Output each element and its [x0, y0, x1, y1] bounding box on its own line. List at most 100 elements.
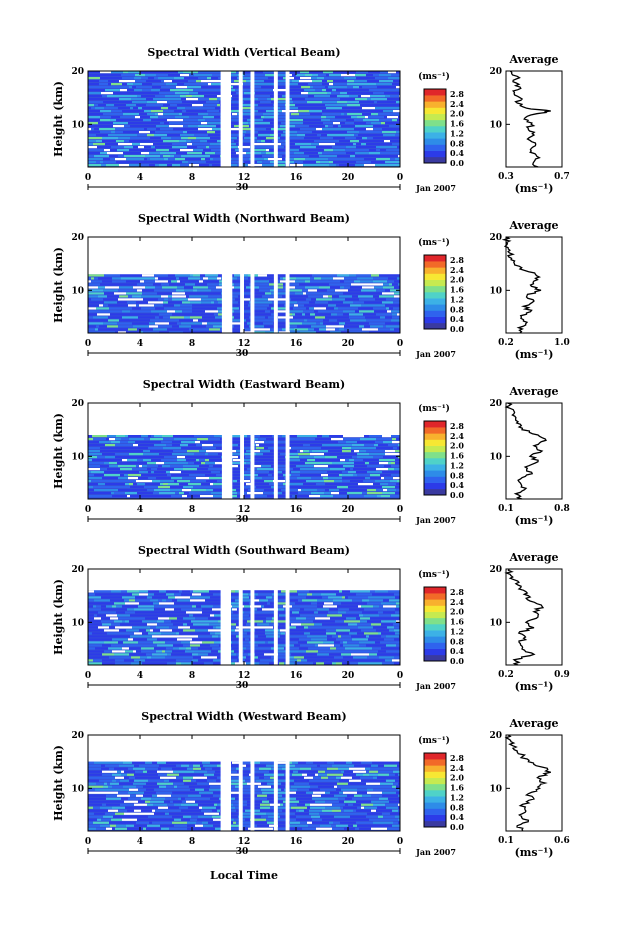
heatmap-cell: [251, 289, 259, 292]
heatmap-cell: [322, 596, 328, 599]
heatmap-cell: [336, 662, 342, 665]
heatmap-cell: [194, 134, 208, 137]
heatmap-cell: [162, 161, 177, 164]
heatmap-cell: [171, 495, 182, 498]
heatmap-cell: [88, 98, 103, 101]
heatmap-cell: [385, 289, 390, 292]
heatmap-cell: [104, 301, 117, 304]
heatmap-cell: [141, 474, 157, 477]
heatmap-cell: [153, 602, 159, 605]
heatmap-cell: [193, 486, 196, 489]
heatmap-cell: [166, 590, 179, 593]
colorbar-frame: [423, 254, 447, 330]
heatmap-cell: [227, 441, 241, 444]
heatmap-cell: [168, 289, 176, 292]
heatmap-cell: [392, 785, 396, 788]
heatmap-cell: [177, 110, 182, 113]
heatmap-cell: [189, 92, 198, 95]
heatmap-cell: [365, 650, 378, 653]
heatmap-cell: [149, 821, 152, 824]
heatmap-cell: [358, 307, 368, 310]
heatmap-cell: [382, 812, 390, 815]
heatmap-cell: [331, 492, 339, 495]
colorbar-frame: [423, 752, 447, 828]
heatmap-cell: [297, 301, 309, 304]
heatmap-cell: [327, 134, 340, 137]
heatmap-cell: [358, 95, 361, 98]
heatmap-cell: [150, 614, 163, 617]
heatmap-cell: [307, 101, 322, 104]
heatmap-cell: [296, 277, 310, 280]
heatmap-cell: [309, 656, 316, 659]
heatmap-cell: [100, 447, 110, 450]
heatmap-cell: [100, 71, 111, 74]
heatmap-cell: [365, 116, 368, 119]
heatmap-cell: [142, 292, 146, 295]
heatmap-cell: [165, 797, 178, 800]
heatmap-cell: [283, 77, 287, 80]
heatmap-cell: [253, 590, 269, 593]
heatmap-cell: [291, 295, 302, 298]
heatmap-cell: [178, 593, 181, 596]
heatmap-cell: [115, 456, 122, 459]
heatmap-cell: [200, 644, 210, 647]
heatmap-cell: [88, 459, 92, 462]
heatmap-cell: [249, 283, 265, 286]
heatmap-cell: [242, 119, 247, 122]
heatmap-cell: [172, 292, 185, 295]
heatmap-cell: [196, 821, 202, 824]
heatmap-cell: [206, 450, 222, 453]
heatmap-cell: [100, 77, 112, 80]
heatmap-cell: [198, 77, 207, 80]
heatmap-cell: [199, 806, 202, 809]
heatmap-cell: [378, 815, 383, 818]
heatmap-cell: [237, 659, 240, 662]
heatmap-cell: [163, 614, 173, 617]
heatmap-cell: [300, 468, 313, 471]
heatmap-cell: [278, 152, 284, 155]
heatmap-cell: [338, 608, 349, 611]
heatmap-cell: [125, 611, 135, 614]
heatmap-cell: [122, 620, 125, 623]
heatmap-cell: [212, 815, 226, 818]
heatmap-cell: [198, 319, 208, 322]
heatmap-cell: [253, 773, 264, 776]
heatmap-cell: [370, 104, 380, 107]
heatmap-cell: [146, 104, 152, 107]
panel-title: Spectral Width (Southward Beam): [138, 544, 350, 557]
heatmap-cell: [200, 313, 214, 316]
heatmap-cell: [288, 74, 292, 77]
heatmap-cell: [357, 465, 367, 468]
heatmap-cell: [339, 764, 354, 767]
heatmap-cell: [112, 827, 115, 830]
heatmap-cell: [332, 298, 345, 301]
heatmap-cell: [287, 483, 303, 486]
heatmap-cell: [394, 152, 400, 155]
heatmap-cell: [167, 474, 171, 477]
heatmap-cell: [314, 328, 319, 331]
heatmap-cell: [231, 435, 247, 438]
colorbar-unit: (ms⁻¹): [418, 403, 450, 414]
heatmap-cell: [390, 495, 393, 498]
heatmap-cell: [193, 767, 201, 770]
heatmap-cell: [205, 626, 213, 629]
heatmap-cell: [308, 824, 320, 827]
heatmap-cell: [129, 313, 143, 316]
heatmap-cell: [317, 605, 323, 608]
heatmap-cell: [344, 620, 360, 623]
heatmap-cell: [198, 803, 214, 806]
colorbar-segment: [424, 144, 446, 151]
heatmap-cell: [268, 447, 273, 450]
heatmap-cell: [166, 319, 174, 322]
heatmap-cell: [147, 465, 158, 468]
heatmap-cell: [125, 620, 129, 623]
heatmap-cell: [171, 620, 182, 623]
heatmap-cell: [200, 292, 211, 295]
heatmap-cell: [379, 462, 388, 465]
avg-x-tick-label: 0.1: [498, 504, 514, 514]
heatmap-cell: [158, 450, 173, 453]
heatmap-cell: [315, 89, 322, 92]
heatmap-cell: [199, 107, 215, 110]
heatmap-cell: [395, 450, 400, 453]
heatmap-cell: [355, 125, 370, 128]
